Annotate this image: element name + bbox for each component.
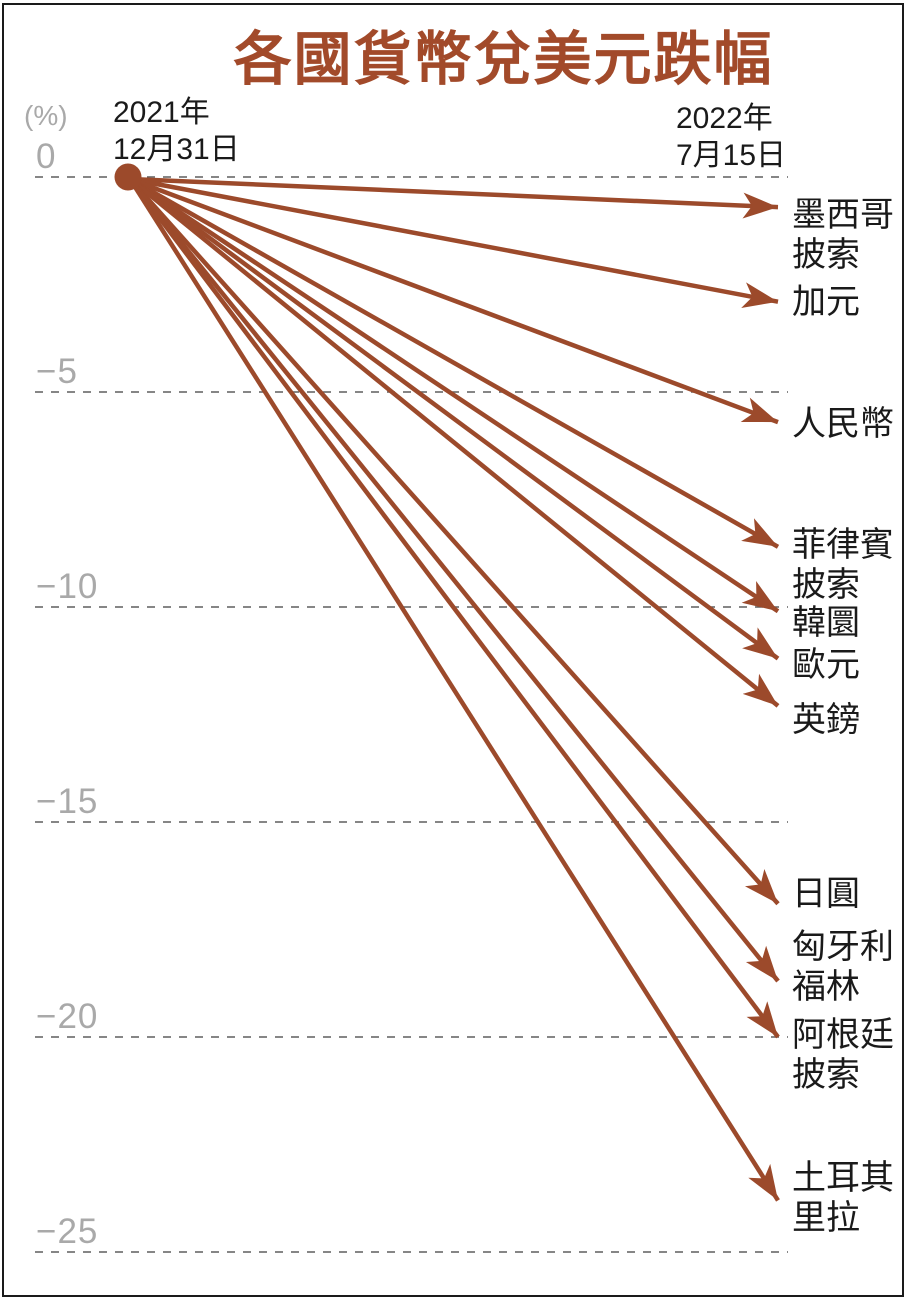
currency-label-line: 英鎊 <box>792 700 860 739</box>
currency-label-line: 里拉 <box>792 1199 860 1238</box>
arrow-euro <box>128 177 780 661</box>
arrow-british-pound <box>128 177 780 708</box>
start-date-day: 12月31日 <box>113 133 240 166</box>
currency-label-line: 匈牙利 <box>792 928 894 967</box>
arrow-chinese-yuan <box>129 176 779 425</box>
currency-label-line: 福林 <box>792 968 860 1007</box>
arrow-japanese-yen <box>128 177 780 906</box>
arrow-argentine-peso <box>128 177 780 1039</box>
currency-label-euro: 歐元 <box>792 645 860 685</box>
currency-label-line: 披索 <box>792 236 860 275</box>
origin-point <box>114 163 142 191</box>
arrow-canadian-dollar <box>129 176 779 308</box>
start-date-label: 2021年 12月31日 <box>113 94 240 168</box>
tick-label--5: −5 <box>36 352 78 391</box>
currency-label-mexican-peso: 墨西哥 披索 <box>792 195 894 275</box>
currency-label-line: 土耳其 <box>792 1159 894 1198</box>
currency-label-line: 菲律賓 <box>792 525 894 564</box>
currency-label-chinese-yuan: 人民幣 <box>792 404 894 444</box>
currency-label-turkish-lira: 土耳其 里拉 <box>792 1158 894 1238</box>
currency-label-british-pound: 英鎊 <box>792 700 860 740</box>
currency-label-argentine-peso: 阿根廷 披索 <box>792 1015 894 1095</box>
tick-label--25: −25 <box>36 1212 99 1251</box>
currency-label-line: 韓圜 <box>792 604 860 643</box>
tick-label--10: −10 <box>36 567 99 606</box>
arrow-hungarian-forint <box>128 177 780 983</box>
currency-label-philippine-peso: 菲律賓 披索 <box>792 525 894 605</box>
currency-label-japanese-yen: 日圓 <box>792 874 860 914</box>
currency-label-line: 披索 <box>792 1056 860 1094</box>
arrow-south-korean-won <box>128 177 780 614</box>
chart-title: 各國貨幣兌美元跌幅 <box>233 27 774 92</box>
end-date-day: 7月15日 <box>676 139 787 172</box>
currency-label-line: 人民幣 <box>792 405 894 444</box>
tick-label-0: 0 <box>36 137 57 176</box>
arrow-mexican-peso <box>129 176 779 219</box>
tick-label--15: −15 <box>36 782 99 821</box>
currency-label-hungarian-forint: 匈牙利 福林 <box>792 927 894 1007</box>
currency-label-line: 墨西哥 <box>792 196 894 235</box>
axis-unit-label: (%) <box>24 100 68 131</box>
currency-label-line: 歐元 <box>792 645 860 684</box>
end-date-label: 2022年 7月15日 <box>676 100 786 174</box>
currency-label-line: 阿根廷 <box>792 1016 894 1054</box>
arrow-turkish-lira <box>128 177 780 1202</box>
currency-label-south-korean-won: 韓圜 <box>792 603 860 643</box>
currency-label-line: 披索 <box>792 565 860 604</box>
currency-label-line: 加元 <box>792 282 860 321</box>
currency-label-line: 日圓 <box>792 874 860 913</box>
arrow-philippine-peso <box>128 177 780 549</box>
currency-label-canadian-dollar: 加元 <box>792 282 860 322</box>
start-date-year: 2021年 <box>113 96 210 129</box>
end-date-year: 2022年 <box>676 102 773 135</box>
tick-label--20: −20 <box>36 997 99 1036</box>
